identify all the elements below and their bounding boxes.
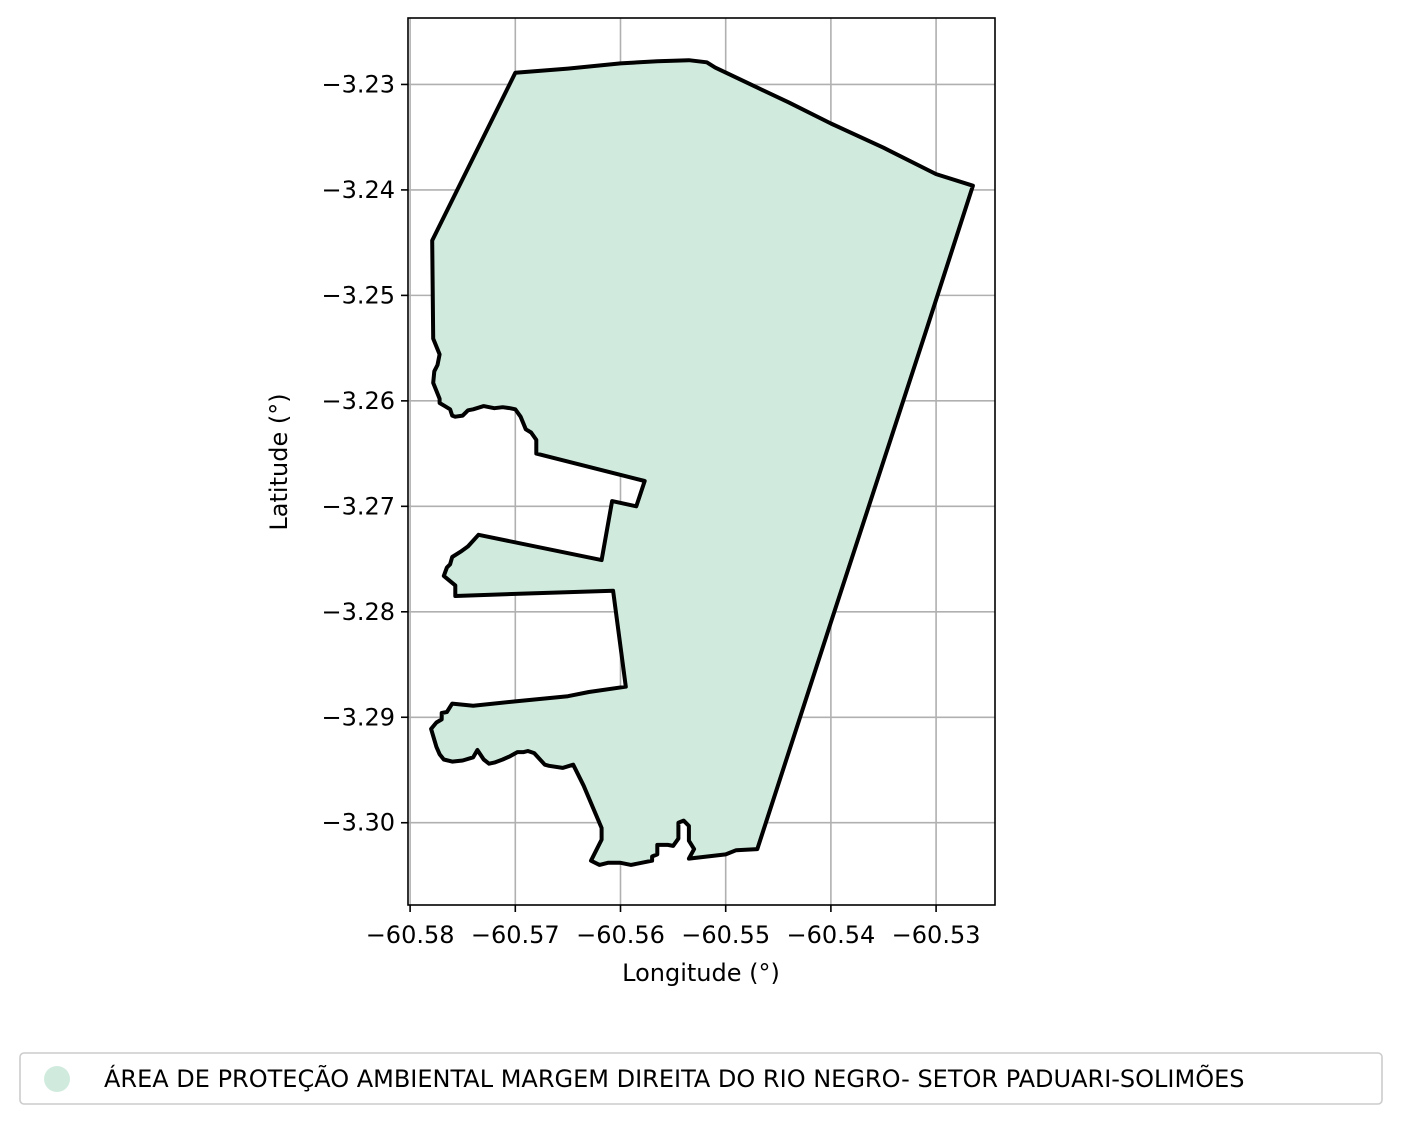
y-tick-label: −3.24 xyxy=(321,176,395,204)
x-axis-label: Longitude (°) xyxy=(622,959,780,987)
x-axis-ticks: −60.58 −60.57 −60.56 −60.55 −60.54 −60.53 xyxy=(366,905,981,949)
y-tick-label: −3.29 xyxy=(321,703,395,731)
legend-box xyxy=(19,1052,1383,1105)
map-frame xyxy=(407,17,996,906)
legend: ÁREA DE PROTEÇÃO AMBIENTAL MARGEM DIREIT… xyxy=(19,1052,1383,1105)
legend-entry-label: ÁREA DE PROTEÇÃO AMBIENTAL MARGEM DIREIT… xyxy=(104,1063,1245,1093)
x-tick-label: −60.53 xyxy=(892,921,981,949)
x-tick-label: −60.55 xyxy=(681,921,770,949)
x-tick-label: −60.58 xyxy=(366,921,455,949)
protected-area-polygon xyxy=(429,58,975,867)
y-tick-label: −3.28 xyxy=(321,598,395,626)
y-tick-label: −3.25 xyxy=(321,281,395,309)
legend-marker xyxy=(44,1066,70,1092)
x-tick-label: −60.56 xyxy=(576,921,665,949)
x-tick-label: −60.54 xyxy=(786,921,875,949)
y-axis-ticks: −3.23 −3.24 −3.25 −3.26 −3.27 −3.28 −3.29 −3.30 xyxy=(321,70,408,837)
y-tick-label: −3.30 xyxy=(321,809,395,837)
y-tick-label: −3.26 xyxy=(321,387,395,415)
y-axis-label: Latitude (°) xyxy=(265,393,293,530)
y-tick-label: −3.23 xyxy=(321,70,395,98)
x-tick-label: −60.57 xyxy=(471,921,560,949)
y-tick-label: −3.27 xyxy=(321,492,395,520)
